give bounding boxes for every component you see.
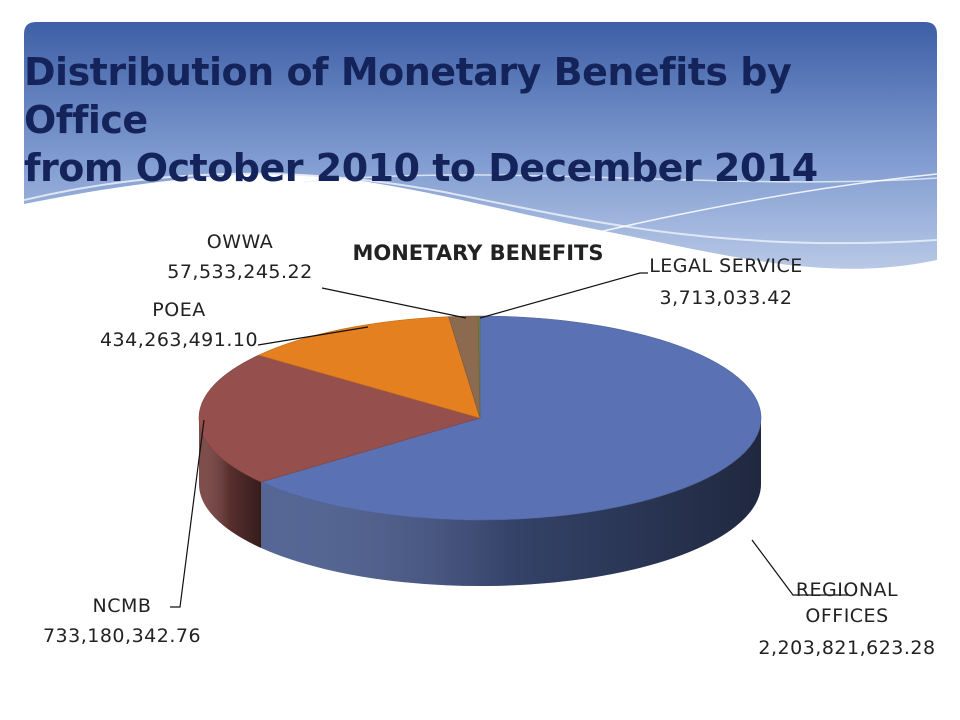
data-label-legal-service-1: LEGAL SERVICE bbox=[649, 255, 803, 277]
slide-title-line-2: from October 2010 to December 2014 bbox=[24, 146, 818, 190]
leader-line-ncmb bbox=[170, 419, 205, 608]
pie-slice-poea bbox=[257, 316, 481, 419]
data-label-poea-2: 434,263,491.10 bbox=[100, 329, 258, 351]
leader-line-legal-service bbox=[479, 272, 648, 319]
header-swoosh-1 bbox=[24, 172, 937, 245]
header-swoosh-2 bbox=[303, 174, 937, 183]
header-band-shape bbox=[24, 22, 937, 269]
slide-title: Distribution of Monetary Benefits by Off… bbox=[24, 48, 924, 192]
data-label-ncmb-2: 733,180,342.76 bbox=[43, 625, 201, 647]
data-label-owwa-1: OWWA bbox=[207, 231, 274, 253]
leader-line-owwa bbox=[321, 287, 467, 319]
pie-side-shade-regional-offices bbox=[261, 418, 761, 586]
data-label-owwa-2: 57,533,245.22 bbox=[167, 261, 313, 283]
header-swoosh-3 bbox=[443, 173, 937, 273]
slide-title-line-1: Distribution of Monetary Benefits by Off… bbox=[24, 50, 792, 142]
pie-slice-regional-offices bbox=[260, 315, 762, 521]
data-label-regional-offices-2: OFFICES bbox=[805, 605, 888, 627]
pie-sides bbox=[199, 418, 761, 586]
data-label-legal-service-2: 3,713,033.42 bbox=[660, 287, 793, 309]
data-label-regional-offices-1: REGIONAL bbox=[796, 579, 898, 601]
pie-labels: REGIONAL OFFICES 2,203,821,623.28 NCMB 733,1… bbox=[43, 231, 935, 659]
pie-slice-legal-service bbox=[477, 315, 481, 419]
pie-leader-lines bbox=[170, 272, 848, 608]
data-label-regional-offices-3: 2,203,821,623.28 bbox=[758, 637, 935, 659]
pie-slice-ncmb bbox=[198, 354, 482, 483]
chart-title: MONETARY BENEFITS bbox=[352, 241, 603, 265]
pie-side-shade-ncmb bbox=[199, 418, 262, 549]
leader-line-regional-offices bbox=[751, 539, 848, 596]
leader-line-poea bbox=[257, 326, 369, 346]
data-label-ncmb-1: NCMB bbox=[93, 595, 152, 617]
header-band bbox=[24, 22, 937, 273]
pie-tops bbox=[198, 315, 762, 521]
data-label-poea-1: POEA bbox=[152, 299, 205, 321]
